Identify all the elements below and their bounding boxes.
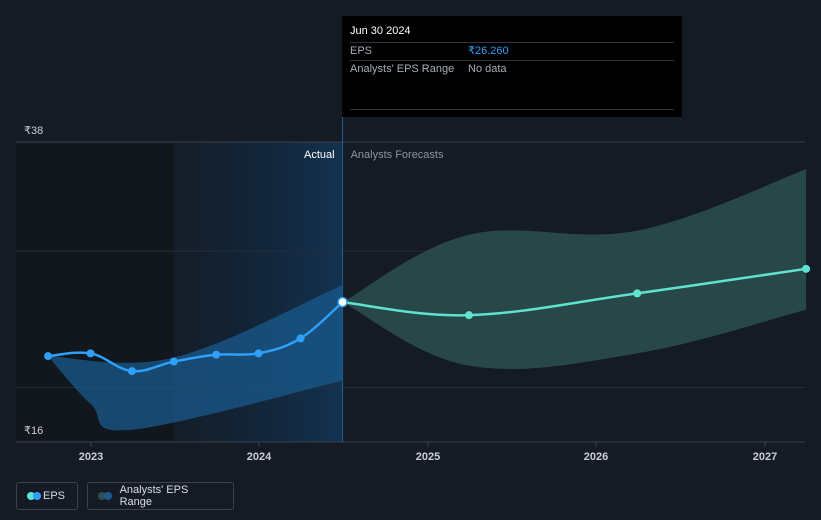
eps-point <box>169 357 178 366</box>
legend-eps-range[interactable]: Analysts' EPS Range <box>87 482 234 510</box>
tooltip-row-eps: EPS ₹26.260 <box>350 43 674 61</box>
eps-swatch-dot-actual <box>33 492 41 500</box>
x-tick-label: 2026 <box>584 451 608 463</box>
range-swatch-icon <box>98 492 114 500</box>
x-tick-label: 2025 <box>416 451 440 463</box>
eps-forecast-line <box>342 267 807 317</box>
eps-point <box>296 334 305 343</box>
eps-point <box>44 352 53 361</box>
eps-range-band <box>342 169 807 370</box>
eps-point <box>212 350 221 359</box>
eps-forecast-point <box>464 311 473 320</box>
eps-point <box>337 296 348 308</box>
eps-point <box>127 367 136 376</box>
tooltip-label-eps: EPS <box>350 45 373 57</box>
legend-eps-label: EPS <box>42 490 65 502</box>
eps-swatch-icon <box>27 492 41 500</box>
legend-eps[interactable]: EPS <box>16 482 78 510</box>
x-tick-label: 2023 <box>79 451 103 463</box>
tooltip-label-range: Analysts' EPS Range <box>350 63 455 75</box>
eps-forecast-point <box>633 289 642 298</box>
eps-forecast-point <box>802 264 811 273</box>
x-tick-label: 2024 <box>247 451 272 463</box>
range-swatch-dot-actual <box>104 492 112 500</box>
y-tick-label: ₹16 <box>24 425 43 437</box>
tooltip-value-range: No data <box>468 63 507 75</box>
y-tick-label: ₹38 <box>24 125 43 137</box>
legend-range-label: Analysts' EPS Range <box>119 484 189 508</box>
forecast-section-label: Analysts Forecasts <box>351 149 444 161</box>
tooltip: Jun 30 2024 EPS ₹26.260 Analysts' EPS Ra… <box>342 16 682 117</box>
tooltip-row-range: Analysts' EPS Range No data <box>350 61 674 78</box>
x-tick-label: 2027 <box>753 451 777 463</box>
actual-section-label: Actual <box>304 149 335 161</box>
eps-point <box>254 349 263 358</box>
eps-swatch-dot-forecast <box>27 492 35 500</box>
range-swatch-dot-forecast <box>98 492 106 500</box>
tooltip-divider <box>350 109 674 110</box>
eps-point <box>86 349 95 358</box>
tooltip-date: Jun 30 2024 <box>350 24 674 43</box>
tooltip-value-eps: ₹26.260 <box>468 45 509 57</box>
